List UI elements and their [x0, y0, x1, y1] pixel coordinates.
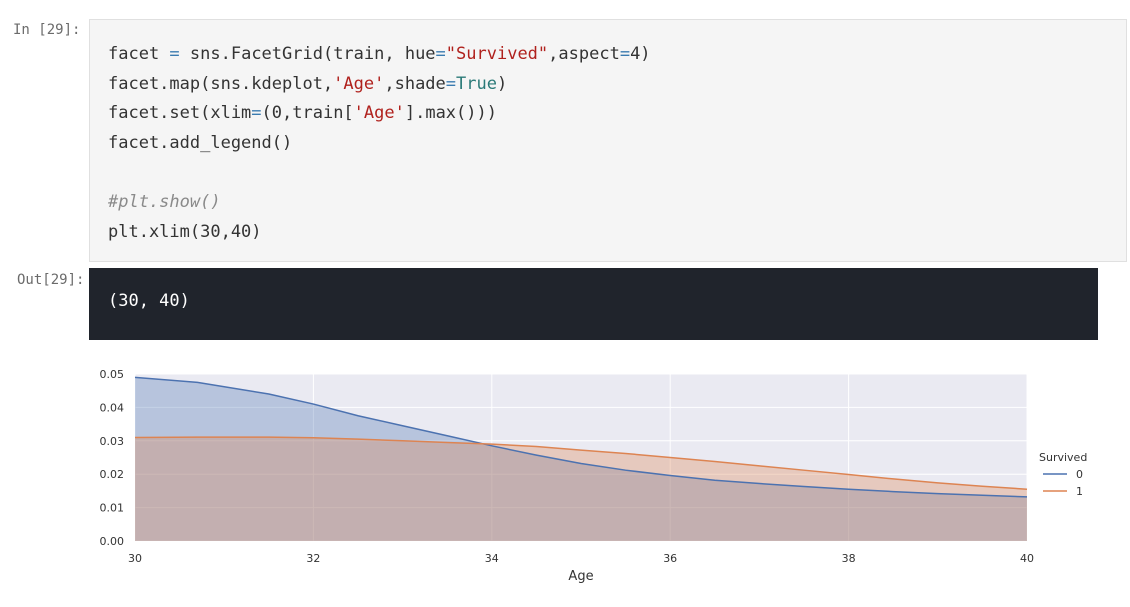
- code-token: facet.set(xlim: [108, 103, 252, 124]
- code-token: #plt.show(): [108, 191, 221, 212]
- x-tick-label: 36: [663, 552, 677, 565]
- code-token: ,shade: [384, 73, 446, 94]
- code-input-cell[interactable]: facet = sns.FacetGrid(train, hue="Surviv…: [89, 19, 1127, 262]
- input-prompt: In [29]:: [13, 22, 81, 38]
- code-line: facet.add_legend(): [108, 129, 651, 159]
- output-prompt: Out[29]:: [17, 272, 85, 288]
- y-tick-label: 0.03: [100, 435, 125, 448]
- output-text-cell: (30, 40): [89, 268, 1098, 340]
- y-tick-label: 0.02: [100, 468, 125, 481]
- code-editor[interactable]: facet = sns.FacetGrid(train, hue="Surviv…: [108, 40, 651, 247]
- code-token: sns.FacetGrid(train, hue: [179, 44, 436, 64]
- x-tick-label: 34: [485, 552, 499, 565]
- code-token: (0,train[: [261, 103, 354, 124]
- code-line: #plt.show(): [108, 188, 651, 218]
- y-tick-label: 0.00: [100, 535, 125, 548]
- x-tick-label: 32: [306, 552, 320, 565]
- plot-background: [135, 374, 1027, 541]
- code-token: =: [619, 44, 631, 64]
- y-tick-label: 0.04: [100, 401, 125, 414]
- code-token: ): [496, 73, 508, 94]
- series-0-area: [135, 377, 1027, 541]
- code-token: 'Age': [353, 103, 405, 124]
- x-tick-label: 30: [128, 552, 142, 565]
- code-token: "Survived": [445, 44, 549, 64]
- code-token: =: [169, 44, 180, 64]
- code-token: True: [456, 73, 497, 94]
- code-line: plt.xlim(30,40): [108, 218, 651, 248]
- code-token: facet.map(sns.kdeplot,: [108, 73, 334, 94]
- y-tick-label: 0.01: [100, 502, 125, 515]
- series-1-area: [135, 437, 1027, 541]
- legend-label-0: 0: [1076, 468, 1083, 481]
- y-tick-label: 0.05: [100, 368, 125, 381]
- x-axis-label: Age: [568, 569, 593, 584]
- code-line: facet.map(sns.kdeplot,'Age',shade=True): [108, 70, 651, 100]
- code-line: facet = sns.FacetGrid(train, hue="Surviv…: [108, 40, 651, 70]
- code-token: 4): [630, 44, 651, 64]
- code-token: =: [445, 73, 457, 94]
- code-token: =: [251, 103, 262, 124]
- legend-title: Survived: [1039, 451, 1087, 464]
- series-0-line: [134, 376, 1028, 498]
- code-token: facet.add_legend(): [108, 132, 293, 153]
- code-token: facet: [108, 44, 170, 64]
- code-token: 'Age': [333, 73, 385, 94]
- x-tick-label: 40: [1020, 552, 1034, 565]
- x-tick-label: 38: [842, 552, 856, 565]
- code-token: =: [435, 44, 446, 64]
- code-token: ].max())): [404, 103, 497, 124]
- code-line: facet.set(xlim=(0,train['Age'].max())): [108, 99, 651, 129]
- code-token: plt.xlim(30,40): [108, 221, 262, 242]
- legend-label-1: 1: [1076, 485, 1083, 498]
- code-token: ,aspect: [548, 44, 620, 64]
- series-1-line: [134, 436, 1028, 490]
- output-text: (30, 40): [108, 291, 190, 311]
